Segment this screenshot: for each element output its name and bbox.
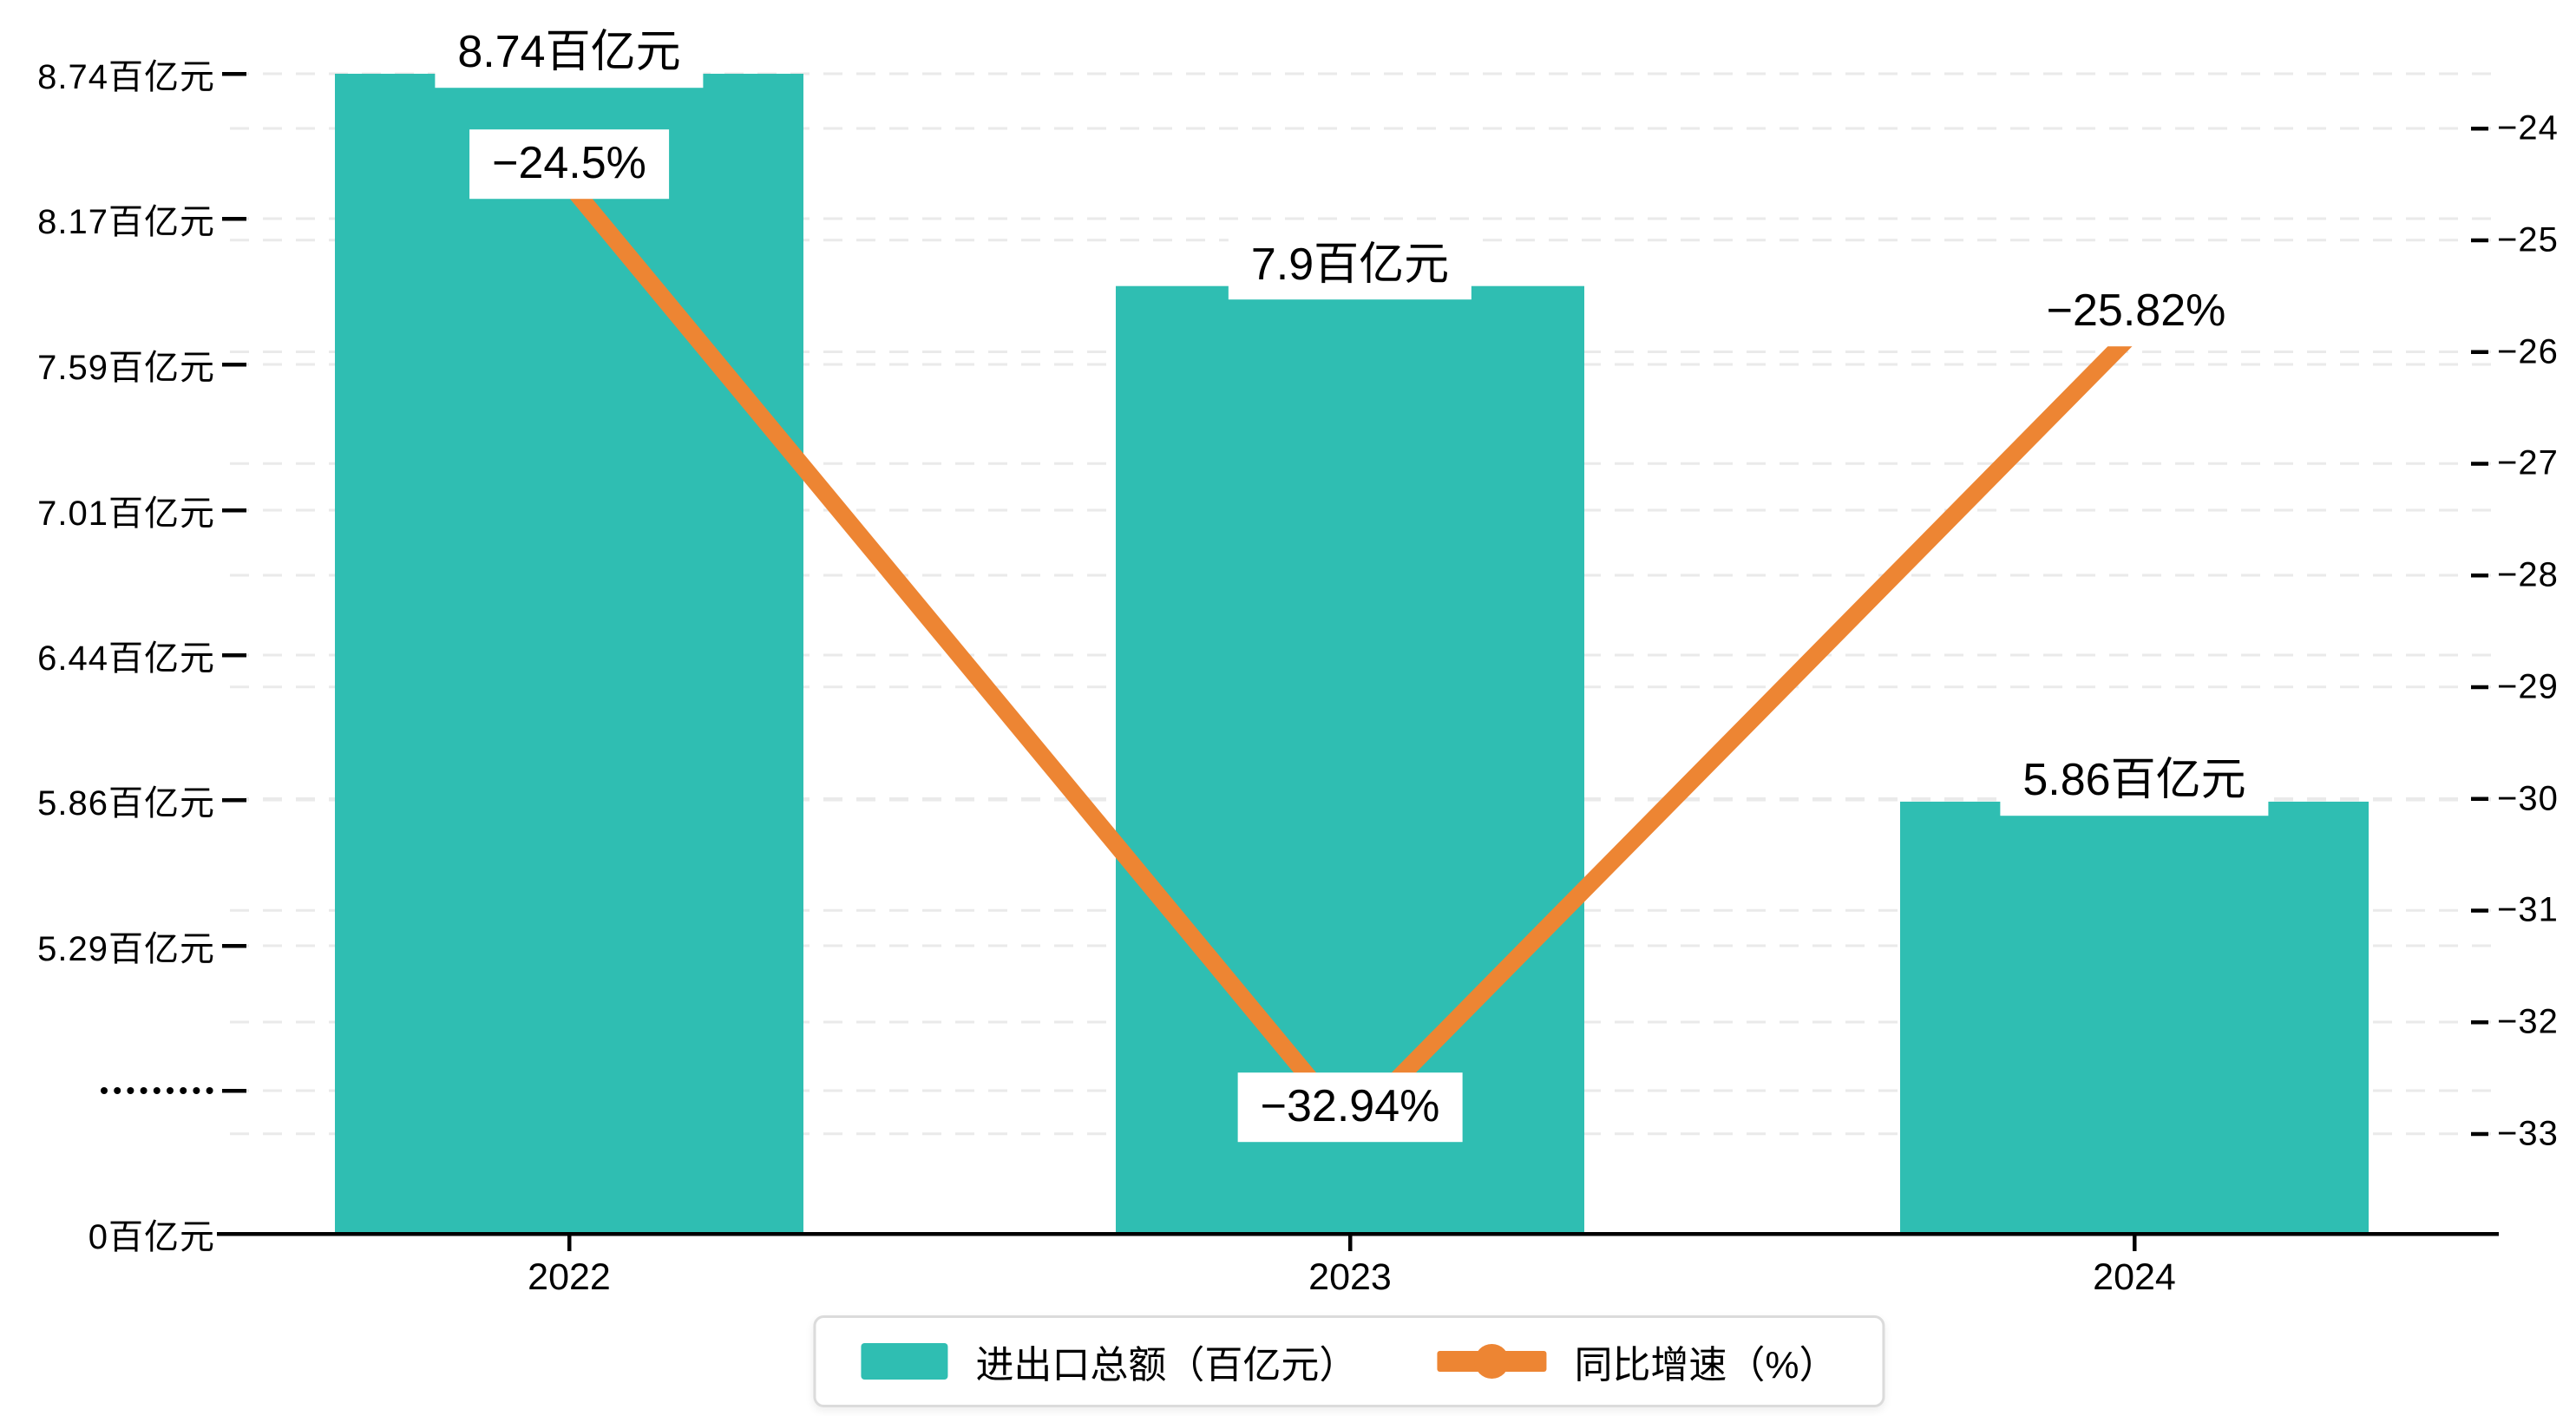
axis-break-dots: [193, 1087, 200, 1094]
left-axis-tick: [222, 798, 246, 803]
left-axis-tick: [222, 72, 246, 76]
axis-break-dots: [206, 1087, 213, 1094]
right-axis-tick: [2471, 685, 2488, 690]
line-series-marker-icon: [1437, 1344, 1547, 1379]
axis-break-dots: [167, 1087, 174, 1094]
bar-2022: [335, 74, 803, 1234]
legend-item-import-export-total[interactable]: 进出口总额（百亿元）: [861, 1334, 1357, 1389]
right-axis-tick: [2471, 908, 2488, 913]
bar-series-swatch-icon: [861, 1343, 948, 1380]
left-axis-tick: [222, 1089, 246, 1093]
right-axis-tick: [2471, 574, 2488, 578]
x-axis-line: [217, 1232, 2499, 1236]
left-axis-tick: [222, 508, 246, 513]
right-axis-tick: [2471, 350, 2488, 354]
right-axis-tick: [2471, 1020, 2488, 1025]
right-axis-tick: [2471, 796, 2488, 801]
legend-label-yoy-growth: 同比增速（%）: [1574, 1344, 1838, 1386]
legend-label-import-export-total: 进出口总额（百亿元）: [975, 1344, 1358, 1386]
right-axis-tick: [2471, 127, 2488, 131]
line-marker-dot: [1474, 1344, 1510, 1379]
bar-2023: [1116, 285, 1584, 1234]
axis-break-dots: [153, 1087, 161, 1094]
right-axis-tick: [2471, 1131, 2488, 1137]
left-axis-tick: [222, 217, 246, 221]
axis-break-dots: [101, 1087, 108, 1094]
legend: 进出口总额（百亿元） 同比增速（%）: [813, 1315, 1885, 1407]
axis-break-dots: [180, 1087, 187, 1094]
left-axis-tick: [222, 363, 246, 367]
legend-item-yoy-growth[interactable]: 同比增速（%）: [1437, 1334, 1838, 1389]
x-axis-tick-2023: [1348, 1234, 1353, 1251]
right-axis-tick: [2471, 238, 2488, 243]
x-axis-tick-2022: [567, 1234, 572, 1251]
left-axis-tick: [222, 653, 246, 658]
right-axis-tick: [2471, 462, 2488, 466]
axis-break-dots: [140, 1087, 147, 1094]
axis-break-dots: [127, 1087, 134, 1094]
left-axis-tick: [222, 944, 246, 948]
bar-2024: [1900, 801, 2369, 1234]
axis-break-dots: [114, 1087, 121, 1094]
x-axis-tick-2024: [2133, 1234, 2137, 1251]
